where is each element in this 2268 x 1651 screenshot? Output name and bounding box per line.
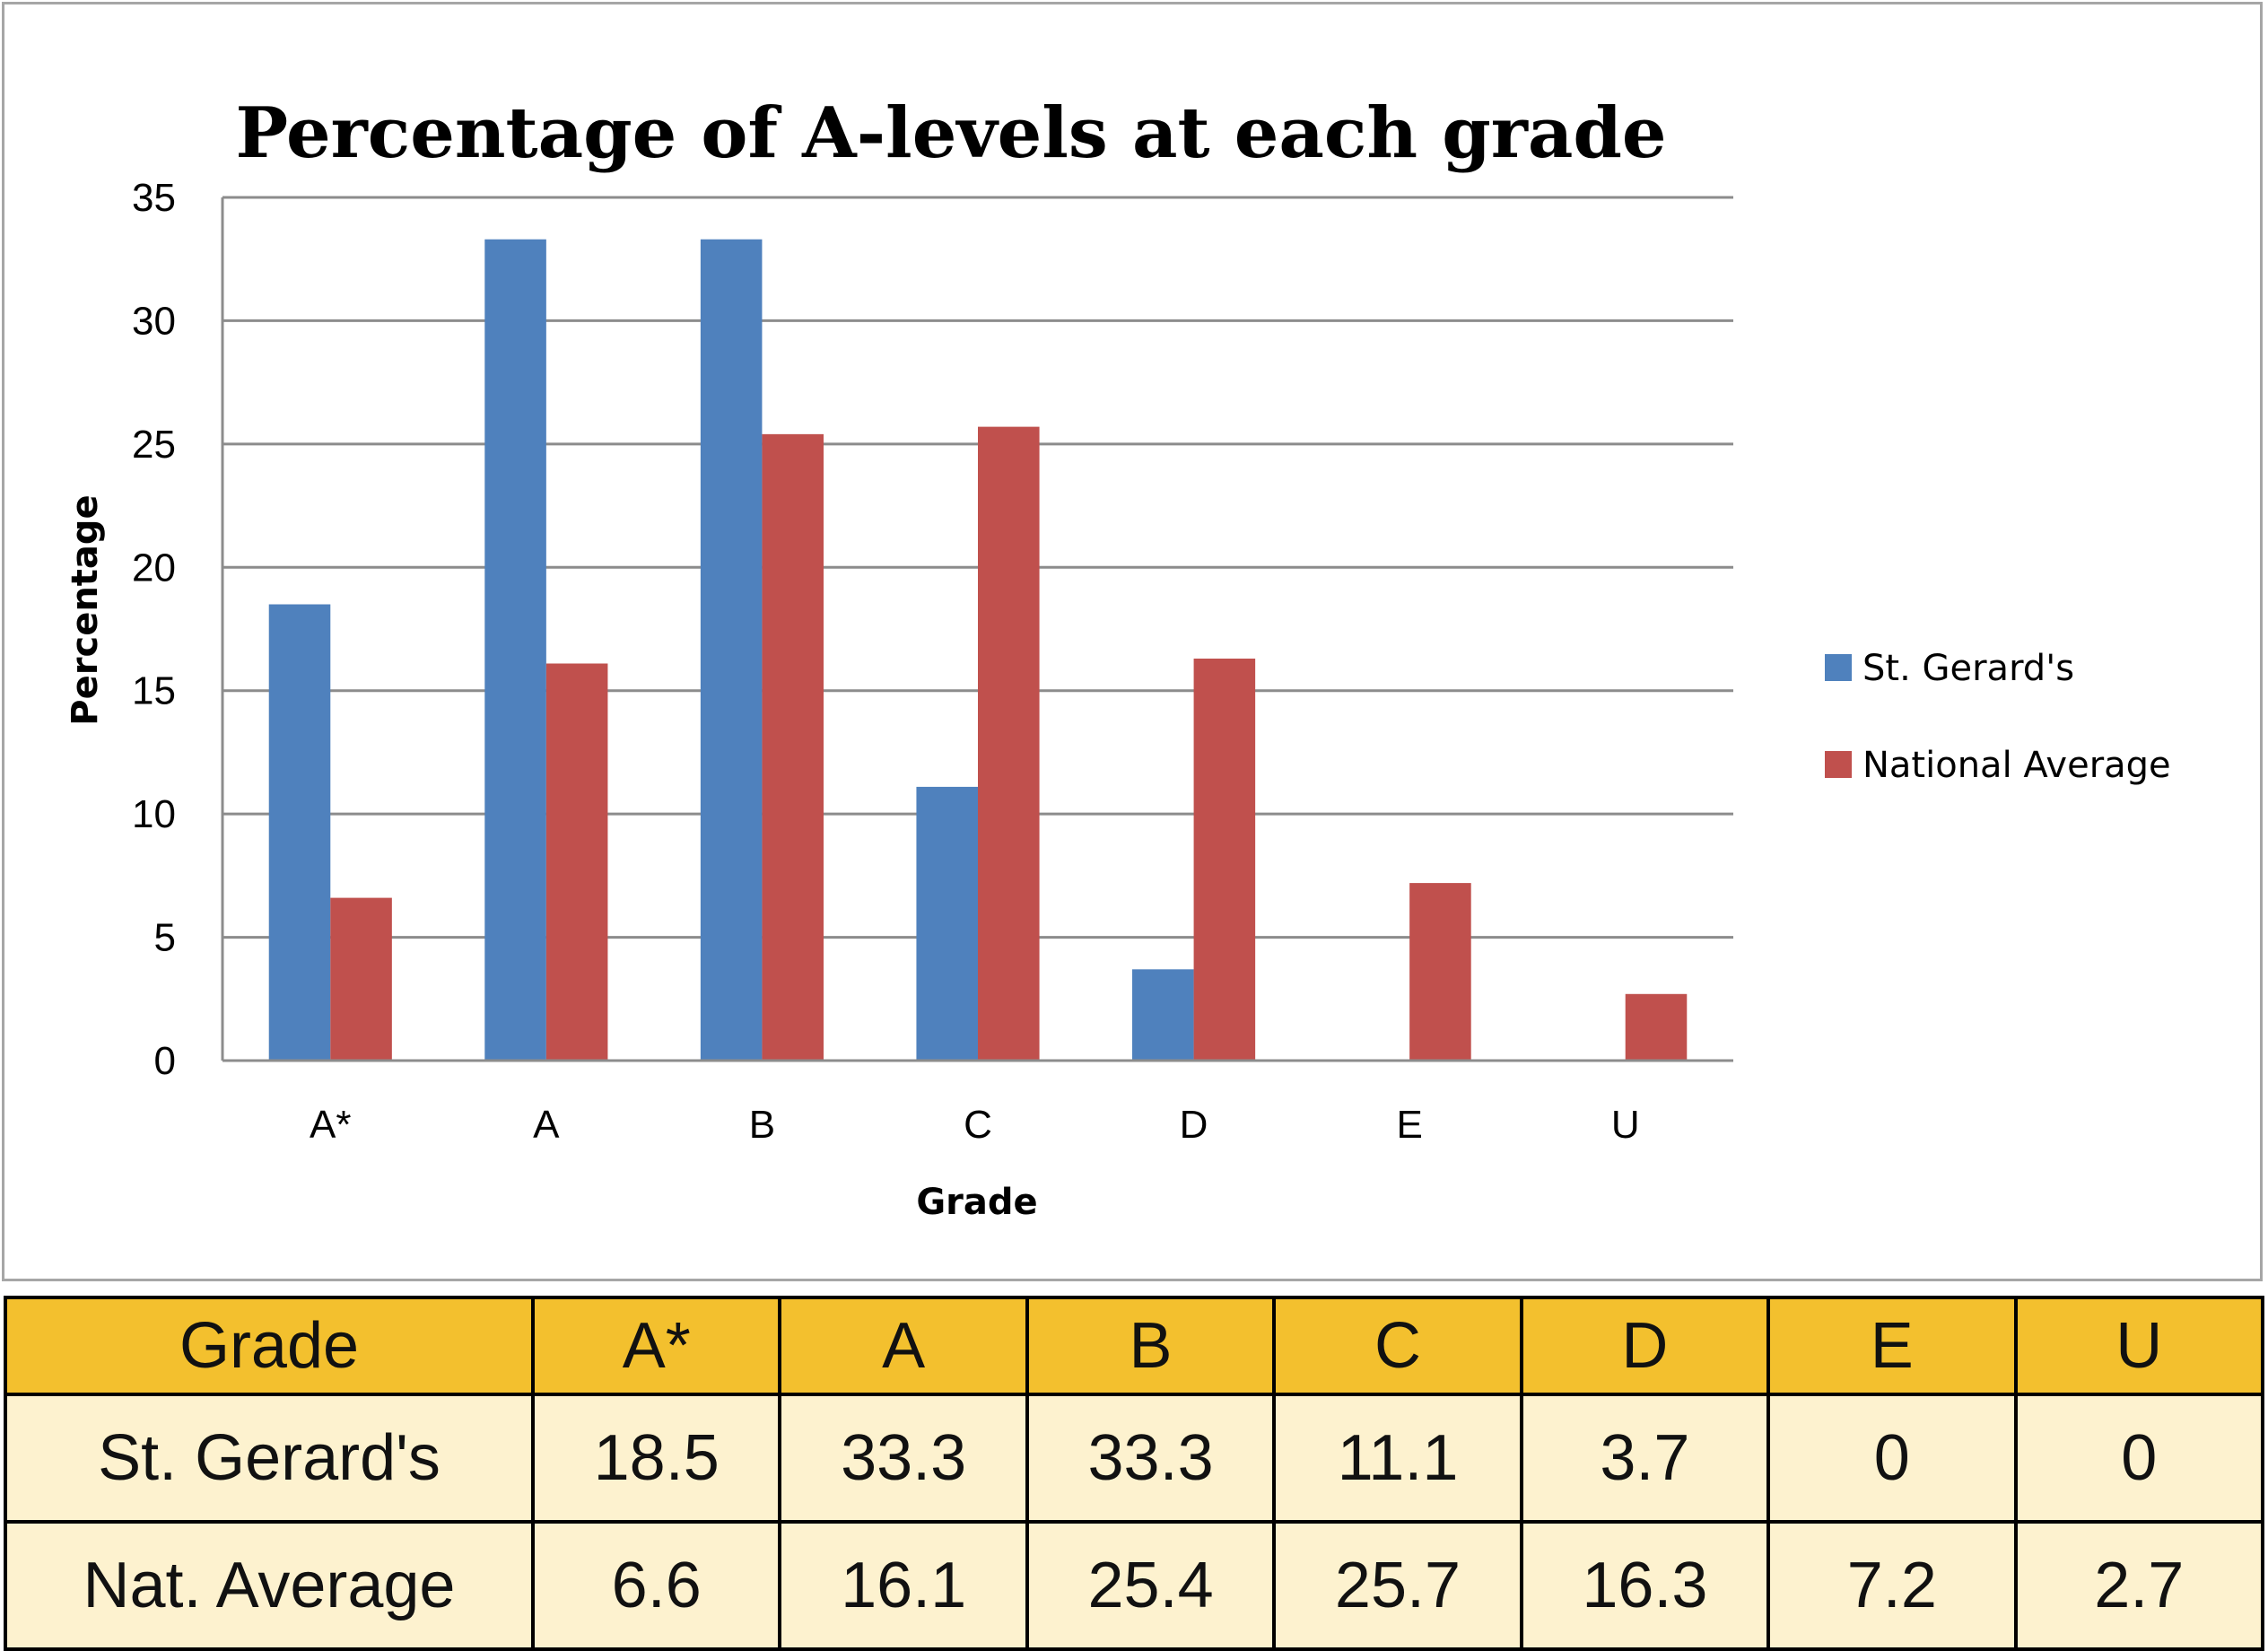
bar bbox=[484, 239, 546, 1061]
y-tick-label: 25 bbox=[132, 423, 176, 467]
table-cell: 33.3 bbox=[1025, 1393, 1277, 1524]
table-cell: 25.7 bbox=[1272, 1520, 1523, 1651]
legend: St. Gerard's National Average bbox=[1825, 648, 2171, 786]
y-tick-label: 20 bbox=[132, 546, 176, 590]
x-tick-label: D bbox=[1180, 1103, 1208, 1147]
table-cell: 6.6 bbox=[530, 1520, 782, 1651]
table-cell: 2.7 bbox=[2013, 1520, 2265, 1651]
bar bbox=[978, 426, 1040, 1061]
bar bbox=[330, 897, 392, 1061]
bar bbox=[545, 663, 608, 1061]
y-tick-label: 30 bbox=[132, 299, 176, 343]
table-cell: 3.7 bbox=[1519, 1393, 1771, 1524]
table-header-cell: E bbox=[1766, 1296, 2018, 1396]
x-tick-label: E bbox=[1396, 1103, 1422, 1147]
table-cell: 0 bbox=[1766, 1393, 2018, 1524]
table-header-cell: U bbox=[2013, 1296, 2265, 1396]
bars bbox=[268, 239, 1688, 1061]
x-tick-label: A bbox=[533, 1103, 560, 1147]
bar bbox=[1132, 969, 1194, 1061]
table-row: Nat. Average 6.6 16.1 25.4 25.7 16.3 7.2… bbox=[4, 1520, 2265, 1651]
x-tick-label: C bbox=[964, 1103, 992, 1147]
y-tick-label: 15 bbox=[132, 669, 176, 713]
y-tick-label: 10 bbox=[132, 792, 176, 836]
table-cell: 16.3 bbox=[1519, 1520, 1771, 1651]
table-cell: 25.4 bbox=[1025, 1520, 1277, 1651]
y-tick-label: 5 bbox=[154, 916, 176, 960]
bar bbox=[762, 433, 824, 1061]
y-tick-label: 35 bbox=[132, 176, 176, 220]
x-tick-label: U bbox=[1611, 1103, 1640, 1147]
table-row-label: Nat. Average bbox=[4, 1520, 535, 1651]
bar bbox=[1409, 883, 1471, 1061]
data-table: Grade A* A B C D E U St. Gerard's 18.5 3… bbox=[4, 1296, 2265, 1651]
bar bbox=[700, 239, 763, 1061]
x-tick-label: B bbox=[749, 1103, 775, 1147]
bar-chart: Percentage of A-levels at each grade 0 5 1… bbox=[65, 92, 2171, 1223]
y-tick-labels: 0 5 10 15 20 25 30 35 bbox=[132, 176, 176, 1083]
chart-frame bbox=[2, 2, 2263, 1281]
table-header-cell: A bbox=[778, 1296, 1029, 1396]
table-cell: 11.1 bbox=[1272, 1393, 1523, 1524]
table-cell: 18.5 bbox=[530, 1393, 782, 1524]
table-row-label: St. Gerard's bbox=[4, 1393, 535, 1524]
table-header-cell: B bbox=[1025, 1296, 1277, 1396]
table-cell: 16.1 bbox=[778, 1520, 1029, 1651]
axes bbox=[221, 197, 1733, 1062]
chart-title: Percentage of A-levels at each grade bbox=[235, 92, 1666, 174]
table-cell: 7.2 bbox=[1766, 1520, 2018, 1651]
bar bbox=[916, 786, 978, 1061]
table-cell: 33.3 bbox=[778, 1393, 1029, 1524]
table-header-cell: D bbox=[1519, 1296, 1771, 1396]
legend-swatch bbox=[1825, 654, 1852, 681]
table-header-cell: Grade bbox=[4, 1296, 535, 1396]
legend-label: St. Gerard's bbox=[1862, 648, 2074, 689]
y-tick-label: 0 bbox=[154, 1039, 176, 1083]
table-header-cell: A* bbox=[530, 1296, 782, 1396]
x-tick-label: A* bbox=[310, 1103, 351, 1147]
x-axis-title: Grade bbox=[916, 1182, 1037, 1223]
bar bbox=[1193, 658, 1256, 1061]
bar bbox=[1625, 993, 1688, 1061]
table-header-cell: C bbox=[1272, 1296, 1523, 1396]
y-axis-title: Percentage bbox=[65, 494, 106, 725]
table-row: St. Gerard's 18.5 33.3 33.3 11.1 3.7 0 0 bbox=[4, 1393, 2265, 1524]
table-cell: 0 bbox=[2013, 1393, 2265, 1524]
legend-label: National Average bbox=[1862, 745, 2171, 786]
x-tick-labels: A* A B C D E U bbox=[310, 1103, 1640, 1147]
legend-swatch bbox=[1825, 751, 1852, 778]
bar bbox=[268, 604, 331, 1061]
table-header-row: Grade A* A B C D E U bbox=[4, 1296, 2265, 1396]
